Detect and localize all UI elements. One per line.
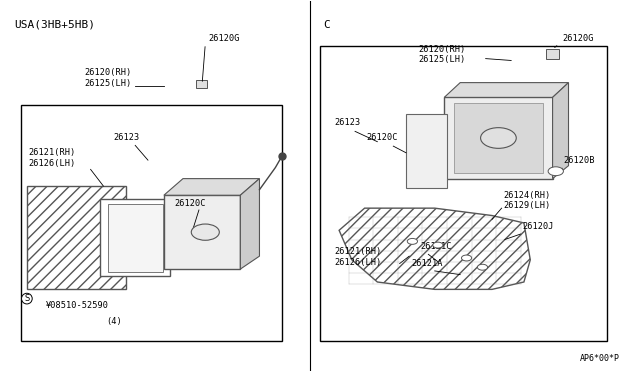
- Polygon shape: [444, 83, 568, 97]
- Bar: [164, 195, 241, 269]
- Polygon shape: [552, 83, 568, 179]
- Text: (4): (4): [106, 317, 122, 326]
- Text: 26121(RH): 26121(RH): [28, 148, 76, 157]
- Text: 26123: 26123: [113, 134, 139, 142]
- Circle shape: [433, 242, 443, 248]
- Text: 26126(LH): 26126(LH): [334, 258, 381, 267]
- Text: 26121A: 26121A: [411, 259, 443, 268]
- Text: 26120G: 26120G: [562, 34, 594, 43]
- Text: 26121C: 26121C: [420, 241, 452, 251]
- Circle shape: [481, 128, 516, 148]
- Circle shape: [407, 238, 417, 244]
- Text: 26120G: 26120G: [209, 34, 240, 43]
- Circle shape: [191, 224, 220, 240]
- Text: C: C: [323, 20, 330, 30]
- Circle shape: [548, 167, 563, 176]
- Text: 26125(LH): 26125(LH): [84, 79, 131, 88]
- Circle shape: [461, 255, 472, 261]
- Bar: [196, 80, 207, 88]
- Text: 26121(RH): 26121(RH): [334, 247, 381, 256]
- Polygon shape: [241, 179, 259, 269]
- Text: 26120C: 26120C: [175, 199, 206, 208]
- Text: ¥08510-52590: ¥08510-52590: [46, 301, 109, 310]
- Text: 26124(RH): 26124(RH): [504, 191, 551, 200]
- Circle shape: [477, 264, 488, 270]
- Bar: [444, 97, 552, 179]
- Bar: [320, 46, 607, 341]
- Bar: [108, 204, 163, 272]
- Text: S: S: [24, 294, 29, 303]
- Bar: [20, 105, 282, 341]
- Text: 26120(RH): 26120(RH): [84, 68, 131, 77]
- Text: 26126(LH): 26126(LH): [28, 158, 76, 167]
- Text: 26120J: 26120J: [523, 222, 554, 231]
- Bar: [27, 186, 125, 289]
- Text: 26125(LH): 26125(LH): [419, 55, 466, 64]
- Bar: [546, 49, 559, 59]
- Text: 26120C: 26120C: [366, 134, 397, 142]
- Polygon shape: [164, 179, 259, 195]
- Bar: [406, 114, 447, 188]
- Text: USA(3HB+5HB): USA(3HB+5HB): [14, 20, 95, 30]
- Text: 26123: 26123: [335, 118, 361, 127]
- Text: AP6*00*P: AP6*00*P: [579, 354, 620, 363]
- Polygon shape: [339, 208, 531, 289]
- Bar: [100, 199, 170, 276]
- Text: 26120B: 26120B: [563, 155, 595, 164]
- Text: 26120(RH): 26120(RH): [419, 45, 466, 54]
- Text: 26129(LH): 26129(LH): [504, 201, 551, 211]
- Polygon shape: [454, 103, 543, 173]
